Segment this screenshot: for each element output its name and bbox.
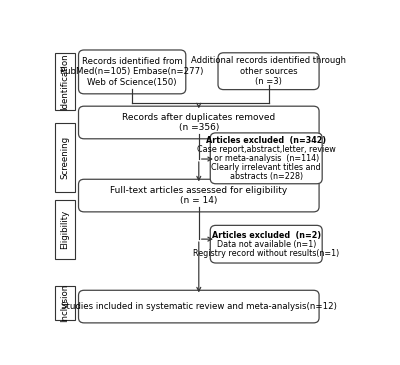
Text: Case report,abstract,letter, review: Case report,abstract,letter, review (197, 145, 336, 154)
Text: Additional records identified through
other sources
(n =3): Additional records identified through ot… (191, 56, 346, 86)
Text: Eligibility: Eligibility (60, 210, 69, 249)
FancyBboxPatch shape (210, 225, 322, 263)
Text: Full-text articles assessed for eligibility
(n = 14): Full-text articles assessed for eligibil… (110, 186, 288, 205)
Text: Records identified from
PubMed(n=105) Embase(n=277)
Web of Science(150): Records identified from PubMed(n=105) Em… (60, 57, 204, 87)
Text: Screening: Screening (60, 136, 69, 179)
Text: Identification: Identification (60, 53, 69, 110)
Text: Registry record without results(n=1): Registry record without results(n=1) (193, 249, 339, 258)
FancyBboxPatch shape (55, 123, 75, 192)
Text: Data not available (n=1): Data not available (n=1) (216, 240, 316, 249)
Text: Articles excluded  (n=342): Articles excluded (n=342) (206, 136, 326, 145)
FancyBboxPatch shape (55, 287, 75, 319)
Text: or meta-analysis  (n=114): or meta-analysis (n=114) (214, 154, 319, 163)
FancyBboxPatch shape (78, 106, 319, 139)
FancyBboxPatch shape (78, 50, 186, 94)
Text: Studies included in systematic review and meta-analysis(n=12): Studies included in systematic review an… (61, 302, 337, 311)
FancyBboxPatch shape (55, 53, 75, 110)
FancyBboxPatch shape (210, 133, 322, 184)
Text: Inclusion: Inclusion (60, 284, 69, 322)
FancyBboxPatch shape (78, 179, 319, 212)
FancyBboxPatch shape (78, 290, 319, 323)
Text: Clearly irrelevant titles and: Clearly irrelevant titles and (212, 163, 321, 172)
Text: Records after duplicates removed
(n =356): Records after duplicates removed (n =356… (122, 113, 276, 132)
FancyBboxPatch shape (218, 53, 319, 90)
Text: abstracts (n=228): abstracts (n=228) (230, 172, 303, 181)
Text: Articles excluded  (n=2): Articles excluded (n=2) (212, 231, 321, 240)
FancyBboxPatch shape (55, 200, 75, 258)
